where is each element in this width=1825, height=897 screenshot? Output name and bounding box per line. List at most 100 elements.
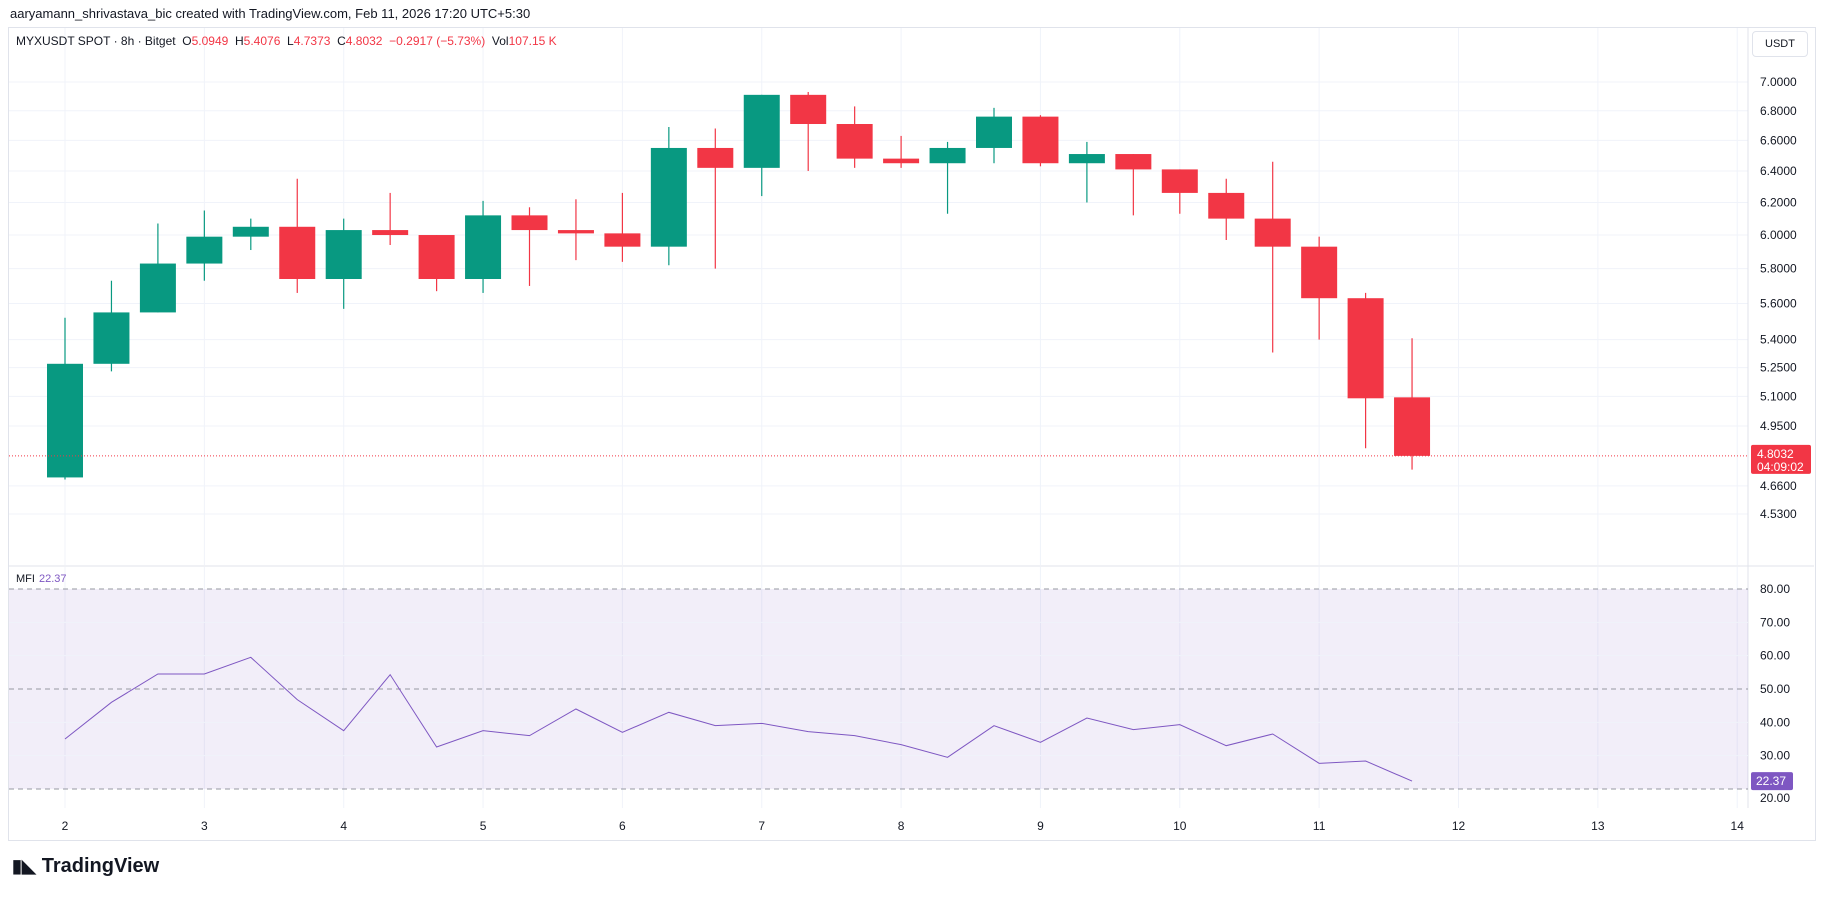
candle-body <box>47 363 83 478</box>
x-tick-label: 3 <box>201 819 208 833</box>
candle-body <box>372 230 409 236</box>
y-tick-label: 4.5300 <box>1760 507 1797 521</box>
y-tick-label: 5.8000 <box>1760 262 1797 276</box>
currency-button[interactable]: USDT <box>1752 31 1808 57</box>
candle-body <box>1115 154 1152 170</box>
mfi-tick-label: 30.00 <box>1760 749 1790 763</box>
candle <box>1161 169 1198 214</box>
brand-name: TradingView <box>41 855 160 877</box>
x-tick-label: 7 <box>758 819 765 833</box>
x-tick-label: 13 <box>1591 819 1605 833</box>
candle <box>1208 178 1245 240</box>
candle <box>883 135 920 168</box>
x-tick-label: 4 <box>340 819 347 833</box>
volume-label: Vol <box>491 34 509 48</box>
candle-body <box>929 147 966 164</box>
last-price-badge <box>1751 444 1811 474</box>
y-tick-label: 5.2500 <box>1760 361 1797 375</box>
candle <box>697 128 734 269</box>
candle <box>976 107 1012 164</box>
candle-body <box>1254 218 1291 247</box>
last-price-label: 4.8032 <box>1757 447 1794 461</box>
candle-body <box>1301 246 1338 299</box>
candle-body <box>697 147 734 168</box>
y-tick-label: 4.6600 <box>1760 479 1797 493</box>
change-value: −0.2917 (−5.73%) <box>389 34 486 48</box>
close-value: 4.8032 <box>345 34 383 48</box>
y-tick-label: 6.6000 <box>1760 133 1797 147</box>
x-tick-label: 11 <box>1313 819 1326 833</box>
candle <box>1301 236 1338 340</box>
y-tick-label: 6.8000 <box>1760 104 1797 118</box>
candle <box>1022 115 1059 167</box>
y-tick-label: 6.2000 <box>1760 195 1797 209</box>
mfi-label: MFI <box>16 573 35 585</box>
mfi-tick-label: 40.00 <box>1760 715 1790 729</box>
mfi-tick-label: 70.00 <box>1760 615 1790 629</box>
y-tick-label: 7.0000 <box>1760 75 1797 89</box>
candle-body <box>743 94 780 168</box>
x-tick-label: 14 <box>1731 819 1745 833</box>
mfi-legend[interactable]: MFI 22.37 <box>16 573 66 585</box>
candle-body <box>1347 298 1384 399</box>
chart-credit: aaryamann_shrivastava_bic created with T… <box>10 6 531 21</box>
candle <box>1068 141 1105 203</box>
candle <box>186 210 223 281</box>
mfi-value-badge <box>1751 772 1793 791</box>
candle-body <box>186 236 223 264</box>
candle <box>465 200 502 293</box>
candle-body <box>139 263 176 313</box>
x-tick-label: 2 <box>62 819 69 833</box>
low-label: L <box>287 34 294 48</box>
x-tick-label: 5 <box>480 819 487 833</box>
tradingview-logo[interactable]: ▮◣ TradingView <box>12 855 159 878</box>
candle-body <box>1208 192 1245 219</box>
candle <box>372 192 409 245</box>
candle-body <box>511 215 548 231</box>
candle <box>93 280 130 372</box>
high-value: 5.4076 <box>243 34 281 48</box>
candle <box>325 218 362 309</box>
low-value: 4.7373 <box>293 34 331 48</box>
candle-body <box>790 94 827 125</box>
mfi-tick-label: 50.00 <box>1760 682 1790 696</box>
candle <box>1254 161 1291 353</box>
candle <box>279 178 316 293</box>
candle <box>557 199 594 261</box>
candle <box>47 317 83 480</box>
y-tick-label: 4.9500 <box>1760 419 1797 433</box>
x-tick-label: 6 <box>619 819 626 833</box>
symbol-info[interactable]: MYXUSDT SPOT · 8h · Bitget <box>16 34 176 48</box>
mfi-tick-label: 20.00 <box>1760 791 1790 805</box>
candle-body <box>1161 169 1198 193</box>
candle-body <box>325 230 362 279</box>
candle-body <box>232 226 269 237</box>
candle-body <box>1022 116 1059 164</box>
candle-body <box>604 233 641 247</box>
x-tick-label: 9 <box>1037 819 1044 833</box>
mfi-line <box>64 656 1413 782</box>
volume-value: 107.15 K <box>508 34 557 48</box>
symbol-legend: MYXUSDT SPOT · 8h · Bitget O5.0949 H5.40… <box>16 34 557 48</box>
candle <box>790 91 827 171</box>
candle <box>836 106 873 168</box>
mfi-value: 22.37 <box>38 573 67 585</box>
x-tick-label: 12 <box>1452 819 1466 833</box>
candle-body <box>1394 397 1431 456</box>
y-tick-label: 6.0000 <box>1760 228 1797 242</box>
close-label: C <box>337 34 346 48</box>
y-tick-label: 6.4000 <box>1760 164 1797 178</box>
candle <box>139 223 176 313</box>
x-tick-label: 10 <box>1173 819 1187 833</box>
high-label: H <box>235 34 244 48</box>
candle <box>650 126 687 266</box>
chart-frame <box>8 27 1816 841</box>
candle-body <box>1068 154 1105 164</box>
y-tick-label: 5.4000 <box>1760 333 1797 347</box>
candle-body <box>883 158 920 164</box>
x-tick-label: 8 <box>898 819 905 833</box>
candle <box>604 192 641 262</box>
candle-body <box>650 147 687 247</box>
mfi-tick-label: 80.00 <box>1760 582 1790 596</box>
